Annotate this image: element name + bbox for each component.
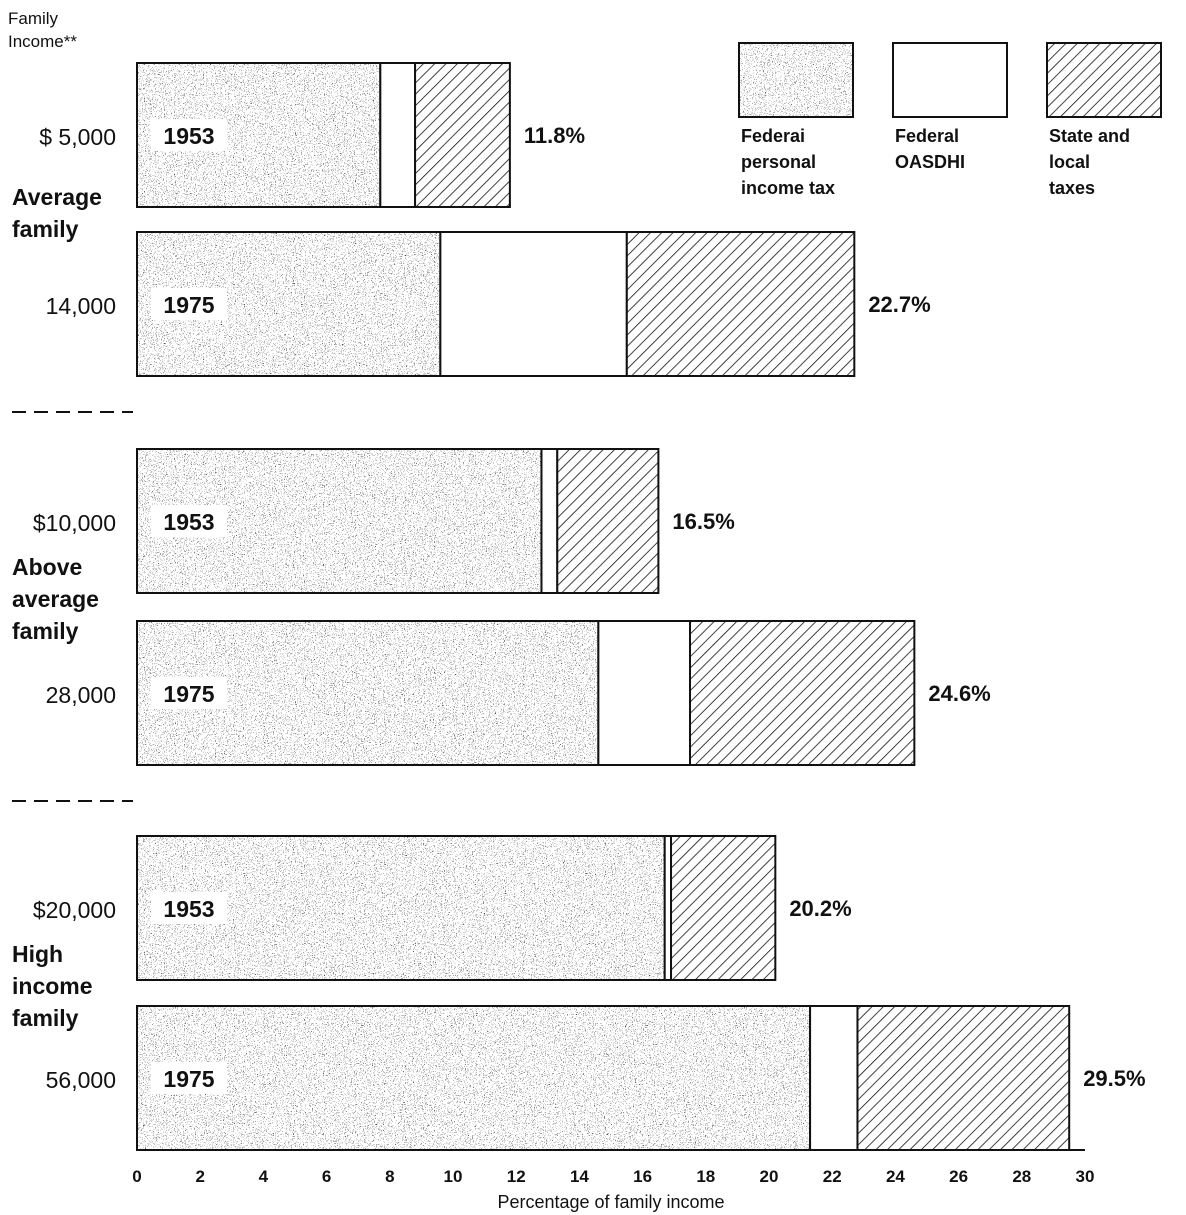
x-tick-label: 22 [823,1167,842,1186]
x-tick-label: 30 [1076,1167,1095,1186]
bar-segment [809,1005,859,1151]
group-label: average [12,586,99,612]
x-tick-label: 26 [949,1167,968,1186]
bar-segment [556,448,660,594]
x-tick-label: 6 [322,1167,331,1186]
bar-segment [856,1005,1071,1151]
bar-segment [540,448,559,594]
group-label: family [12,1005,79,1031]
total-label: 22.7% [868,292,930,317]
x-tick-label: 4 [259,1167,269,1186]
header-text: Family [8,9,59,28]
legend-label: State and [1049,126,1130,146]
total-label: 11.8% [524,123,585,148]
legend-swatch-outline [738,42,854,118]
x-tick-label: 8 [385,1167,394,1186]
bar-segment [625,231,856,377]
header-label: Family Income** [8,9,77,51]
year-badge [151,892,227,924]
header-text: Income** [8,32,77,51]
income-label: $10,000 [33,510,116,536]
legend-label: local [1049,152,1090,172]
year-label: 1953 [163,509,214,535]
income-label: $ 5,000 [39,124,116,150]
legend: Federai personal income tax Federal OASDHI St… [738,42,1162,198]
x-tick-label: 18 [696,1167,715,1186]
year-badge [151,288,227,320]
legend-label: OASDHI [895,152,965,172]
year-label: 1975 [163,1066,214,1092]
year-label: 1975 [163,292,214,318]
year-badge [151,505,227,537]
bar-segment [597,620,691,766]
total-label: 24.6% [928,681,990,706]
group-label: High [12,941,63,967]
group-label: income [12,973,93,999]
x-tick-label: 0 [132,1167,141,1186]
year-label: 1975 [163,681,214,707]
group-label: Average [12,184,102,210]
total-label: 16.5% [672,509,734,534]
income-label: 14,000 [46,293,116,319]
legend-label: personal [741,152,816,172]
x-tick-label: 24 [886,1167,905,1186]
year-badge [151,677,227,709]
group-label: family [12,618,79,644]
bar-segment [414,62,511,208]
legend-label: Federai [741,126,805,146]
x-tick-label: 28 [1012,1167,1031,1186]
x-tick-label: 20 [760,1167,779,1186]
legend-label: taxes [1049,178,1095,198]
bars-layer: Average family $ 5,000 1953 11.8% 14,000 1975 2… [12,62,1146,1151]
year-label: 1953 [163,896,214,922]
group-label: Above [12,554,82,580]
legend-swatch [738,42,854,118]
legend-swatch [892,42,1008,118]
bar-segment [439,231,628,377]
total-label: 20.2% [789,896,851,921]
x-tick-label: 12 [507,1167,526,1186]
year-badge [151,119,227,151]
bar-segment [136,1005,812,1151]
income-label: 28,000 [46,682,116,708]
legend-label: income tax [741,178,835,198]
group-label: family [12,216,79,242]
x-tick-label: 2 [195,1167,204,1186]
bar-segment [670,835,777,981]
bar-segment [379,62,417,208]
total-label: 29.5% [1083,1066,1145,1091]
legend-label: Federal [895,126,959,146]
x-axis-title: Percentage of family income [497,1192,724,1212]
income-label: $20,000 [33,897,116,923]
bar-segment [689,620,916,766]
income-label: 56,000 [46,1067,116,1093]
x-tick-label: 16 [633,1167,652,1186]
year-label: 1953 [163,123,214,149]
legend-swatch [1046,42,1162,118]
x-tick-label: 14 [570,1167,589,1186]
year-badge [151,1062,227,1094]
x-tick-label: 10 [444,1167,463,1186]
